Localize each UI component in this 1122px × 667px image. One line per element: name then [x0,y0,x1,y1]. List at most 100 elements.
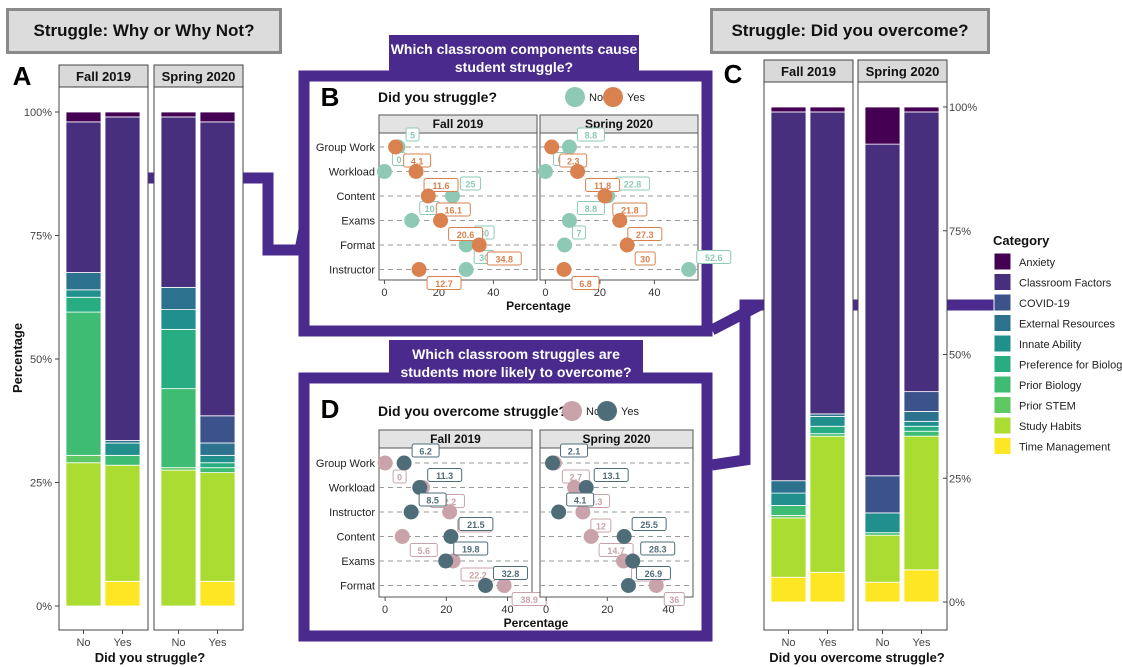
x-tick-label: Yes [114,637,132,649]
data-point [597,188,613,204]
data-label: 19.8 [462,545,480,555]
legend-label: COVID-19 [1019,298,1070,310]
data-point [403,504,419,520]
question-banner [389,340,643,380]
bar-segment [104,464,141,582]
data-label: 25.5 [640,520,658,530]
bar-segment [770,111,807,482]
x-tick-label: No [76,637,90,649]
data-label: 11.3 [436,471,453,481]
data-point [388,139,404,155]
bar-segment [65,289,102,298]
bar-segment [199,467,236,474]
data-point [616,529,632,544]
y-tick-label: 100% [24,107,52,119]
data-label: 2.7 [570,473,583,483]
x-tick-label: 0 [382,604,388,616]
bar-segment [903,435,940,571]
data-label: 34.8 [495,255,513,265]
bar-segment [65,311,102,456]
legend-label: Preference for Biology [1019,360,1122,372]
chart-title: Did you struggle? [378,89,497,105]
bar-segment [199,415,236,444]
bar-segment [903,569,940,603]
bar-segment [65,111,102,123]
data-point [394,529,410,544]
x-tick-label: Yes [209,637,227,649]
data-label-box [627,227,663,241]
data-label: 22.2 [469,571,487,581]
facet-label: Fall 2019 [430,432,481,446]
legend-swatch [993,396,1012,414]
data-label-box [427,468,463,482]
data-point [557,237,573,253]
y-tick-label: 75% [30,231,52,243]
bar-segment [160,111,197,118]
data-point [377,455,393,471]
y-tick-label: 100% [949,102,977,114]
bar-segment [104,580,141,607]
x-tick-label: 20 [601,604,613,616]
data-point [496,578,512,593]
data-point [561,213,577,228]
row-label: Format [340,240,375,252]
row-label: Exams [341,556,375,568]
data-label: 52.6 [705,253,723,263]
data-point [442,504,458,520]
question-text: Which classroom components cause [391,41,638,57]
data-label-box [696,250,732,264]
bar-segment [160,286,197,310]
bar-segment [903,411,940,422]
bar-segment [199,454,236,464]
legend-dot [565,87,585,107]
facet-label: Spring 2020 [162,69,236,84]
bar-segment [104,116,141,441]
legend-label: Study Habits [1019,421,1082,433]
bar-segment [160,388,197,469]
legend-label: Anxiety [1019,257,1056,269]
x-tick-label: 40 [487,287,499,299]
row-label: Group Work [316,142,376,154]
header-left: Struggle: Why or Why Not? [6,8,282,54]
data-label-box [426,276,462,290]
row-label: Group Work [316,458,376,470]
data-label: 12.7 [435,279,453,289]
data-label: 11.8 [594,181,611,191]
data-point [537,164,553,179]
x-tick-label: 0 [381,287,387,299]
data-label: 20.6 [457,230,475,240]
data-label-box [411,443,440,458]
bar-segment [864,512,901,534]
data-label: 27.3 [636,230,654,240]
data-point [471,237,487,253]
row-label: Instructor [329,507,375,519]
data-label-box [560,443,589,458]
data-point [404,213,420,228]
question-text: student struggle? [455,59,573,75]
data-label: 8.8 [585,131,598,141]
bar-segment [104,111,141,118]
data-label-box [631,517,667,531]
row-label: Content [336,532,375,544]
bar-segment [903,430,940,437]
facet-label: Fall 2019 [781,64,836,79]
x-tick-label: 40 [662,604,674,616]
data-label: 4.1 [411,157,424,167]
bar-segment [903,391,940,412]
data-label: 12 [596,522,606,532]
bar-segment [770,106,807,113]
header-right-text: Struggle: Did you overcome? [731,21,969,40]
legend-label: No [589,92,603,104]
bar-segment [160,469,197,607]
data-label-box [572,225,587,240]
bar-segment [65,462,102,607]
data-label: 8.5 [426,496,439,506]
data-label: 5 [410,131,415,141]
legend-swatch [993,416,1012,435]
legend-swatch [993,437,1012,455]
data-label-box [566,492,595,507]
data-point [433,213,449,228]
bar-segment [199,472,236,582]
legend-swatch [993,314,1012,332]
